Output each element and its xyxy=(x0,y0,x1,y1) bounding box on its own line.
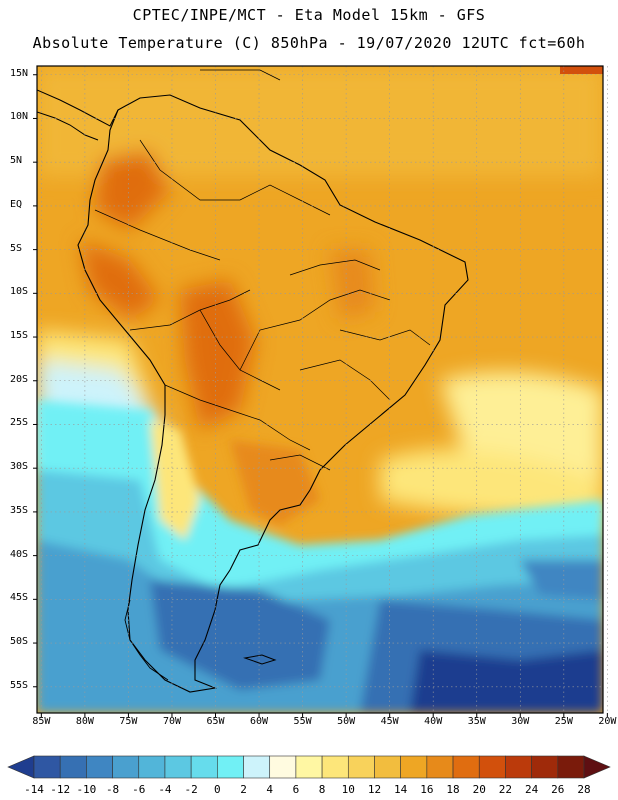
colorbar-label: 10 xyxy=(341,783,355,796)
colorbar-segment xyxy=(164,755,192,779)
colorbar-label: 8 xyxy=(318,783,326,796)
lat-label: EQ xyxy=(10,198,23,210)
colorbar-max-arrow xyxy=(583,755,611,779)
lat-label: 5N xyxy=(10,155,23,167)
lat-label: 35S xyxy=(10,504,29,516)
colorbar-label: 14 xyxy=(394,783,408,796)
lat-label: 30S xyxy=(10,461,29,473)
colorbar-segment xyxy=(112,755,140,779)
lon-label: 60W xyxy=(250,716,269,727)
colorbar-segment xyxy=(321,755,349,779)
lat-label: 40S xyxy=(10,548,29,560)
lon-label: 70W xyxy=(162,716,181,727)
colorbar-label: 28 xyxy=(577,783,591,796)
colorbar-segment xyxy=(86,755,113,779)
colorbar-segment xyxy=(269,755,297,779)
colorbar-label: 2 xyxy=(240,783,247,796)
colorbar-segment xyxy=(557,755,585,779)
colorbar-segment xyxy=(243,755,271,779)
map-title: CPTEC/INPE/MCT - Eta Model 15km - GFS xyxy=(132,6,486,24)
lat-label: 10S xyxy=(10,286,29,298)
colorbar-segment xyxy=(138,755,166,779)
colorbar-label: 26 xyxy=(551,783,565,796)
colorbar-label: 20 xyxy=(472,783,486,796)
lat-label: 20S xyxy=(10,373,29,385)
temperature-colorbar xyxy=(7,755,611,779)
colorbar-segment xyxy=(505,755,532,779)
colorbar-label: 22 xyxy=(498,783,513,796)
lon-label: 45W xyxy=(380,716,399,727)
colorbar-label: 6 xyxy=(292,783,300,796)
colorbar-segment xyxy=(374,755,401,779)
colorbar-segment xyxy=(59,755,87,779)
lat-label: 55S xyxy=(10,679,29,691)
colorbar-segment xyxy=(347,755,375,779)
map-subtitle: Absolute Temperature (C) 850hPa - 19/07/… xyxy=(32,34,586,52)
colorbar-segment xyxy=(426,755,454,779)
lon-label: 35W xyxy=(467,716,486,727)
colorbar-label: 18 xyxy=(446,783,460,796)
lat-label: 15N xyxy=(10,67,29,79)
colorbar-segment xyxy=(478,755,506,779)
lat-label: 5S xyxy=(10,242,23,254)
lat-label: 15S xyxy=(10,330,29,342)
colorbar-segment xyxy=(400,755,428,779)
lat-label: 45S xyxy=(10,592,29,604)
colorbar-label: -4 xyxy=(158,783,172,796)
colorbar-label: -14 xyxy=(24,783,44,796)
colorbar-segment xyxy=(190,755,218,779)
colorbar-label: -8 xyxy=(105,783,120,796)
colorbar-label: 12 xyxy=(367,783,382,796)
temperature-map xyxy=(33,65,608,717)
colorbar-segment xyxy=(452,755,480,779)
lon-label: 30W xyxy=(511,716,530,727)
colorbar-segment xyxy=(33,755,61,779)
colorbar-label: -2 xyxy=(184,783,198,796)
lat-label: 10N xyxy=(10,111,29,123)
lon-label: 20W xyxy=(598,716,617,727)
colorbar-segment xyxy=(295,755,323,779)
lat-label: 50S xyxy=(10,636,29,648)
colorbar-min-arrow xyxy=(7,755,35,779)
lon-label: 25W xyxy=(554,716,573,727)
lon-label: 85W xyxy=(32,716,51,727)
colorbar-label: 4 xyxy=(266,783,274,796)
colorbar-label: 0 xyxy=(214,783,221,796)
colorbar-label: -6 xyxy=(132,783,146,796)
lat-label: 25S xyxy=(10,417,29,429)
lon-label: 55W xyxy=(293,716,312,727)
colorbar-label: -10 xyxy=(76,783,97,796)
colorbar-label: 16 xyxy=(420,783,434,796)
lon-label: 75W xyxy=(119,716,138,727)
lon-label: 40W xyxy=(424,716,443,727)
lon-label: 50W xyxy=(337,716,356,727)
colorbar-segment xyxy=(531,755,559,779)
colorbar-segment xyxy=(217,755,244,779)
colorbar-label: -12 xyxy=(50,783,71,796)
lon-label: 65W xyxy=(206,716,225,727)
colorbar-label: 24 xyxy=(524,783,539,796)
lon-label: 80W xyxy=(75,716,94,727)
